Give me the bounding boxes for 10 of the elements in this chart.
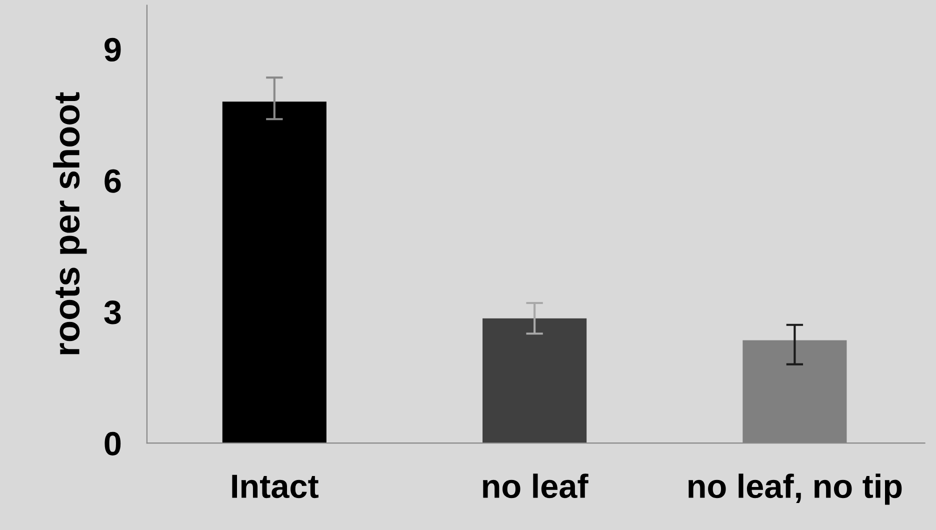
- x-tick-label: no leaf: [483, 474, 588, 498]
- bar: [222, 102, 326, 444]
- bar: [482, 318, 587, 444]
- y-tick-label: 9: [104, 38, 121, 62]
- y-axis-title: roots per shoot: [53, 92, 87, 354]
- y-tick-label: 3: [104, 300, 121, 324]
- x-tick-label: Intact: [232, 474, 318, 498]
- x-tick-label: no leaf, no tip: [688, 474, 902, 505]
- y-tick-label: 6: [104, 169, 121, 193]
- y-tick-label: 0: [104, 432, 121, 456]
